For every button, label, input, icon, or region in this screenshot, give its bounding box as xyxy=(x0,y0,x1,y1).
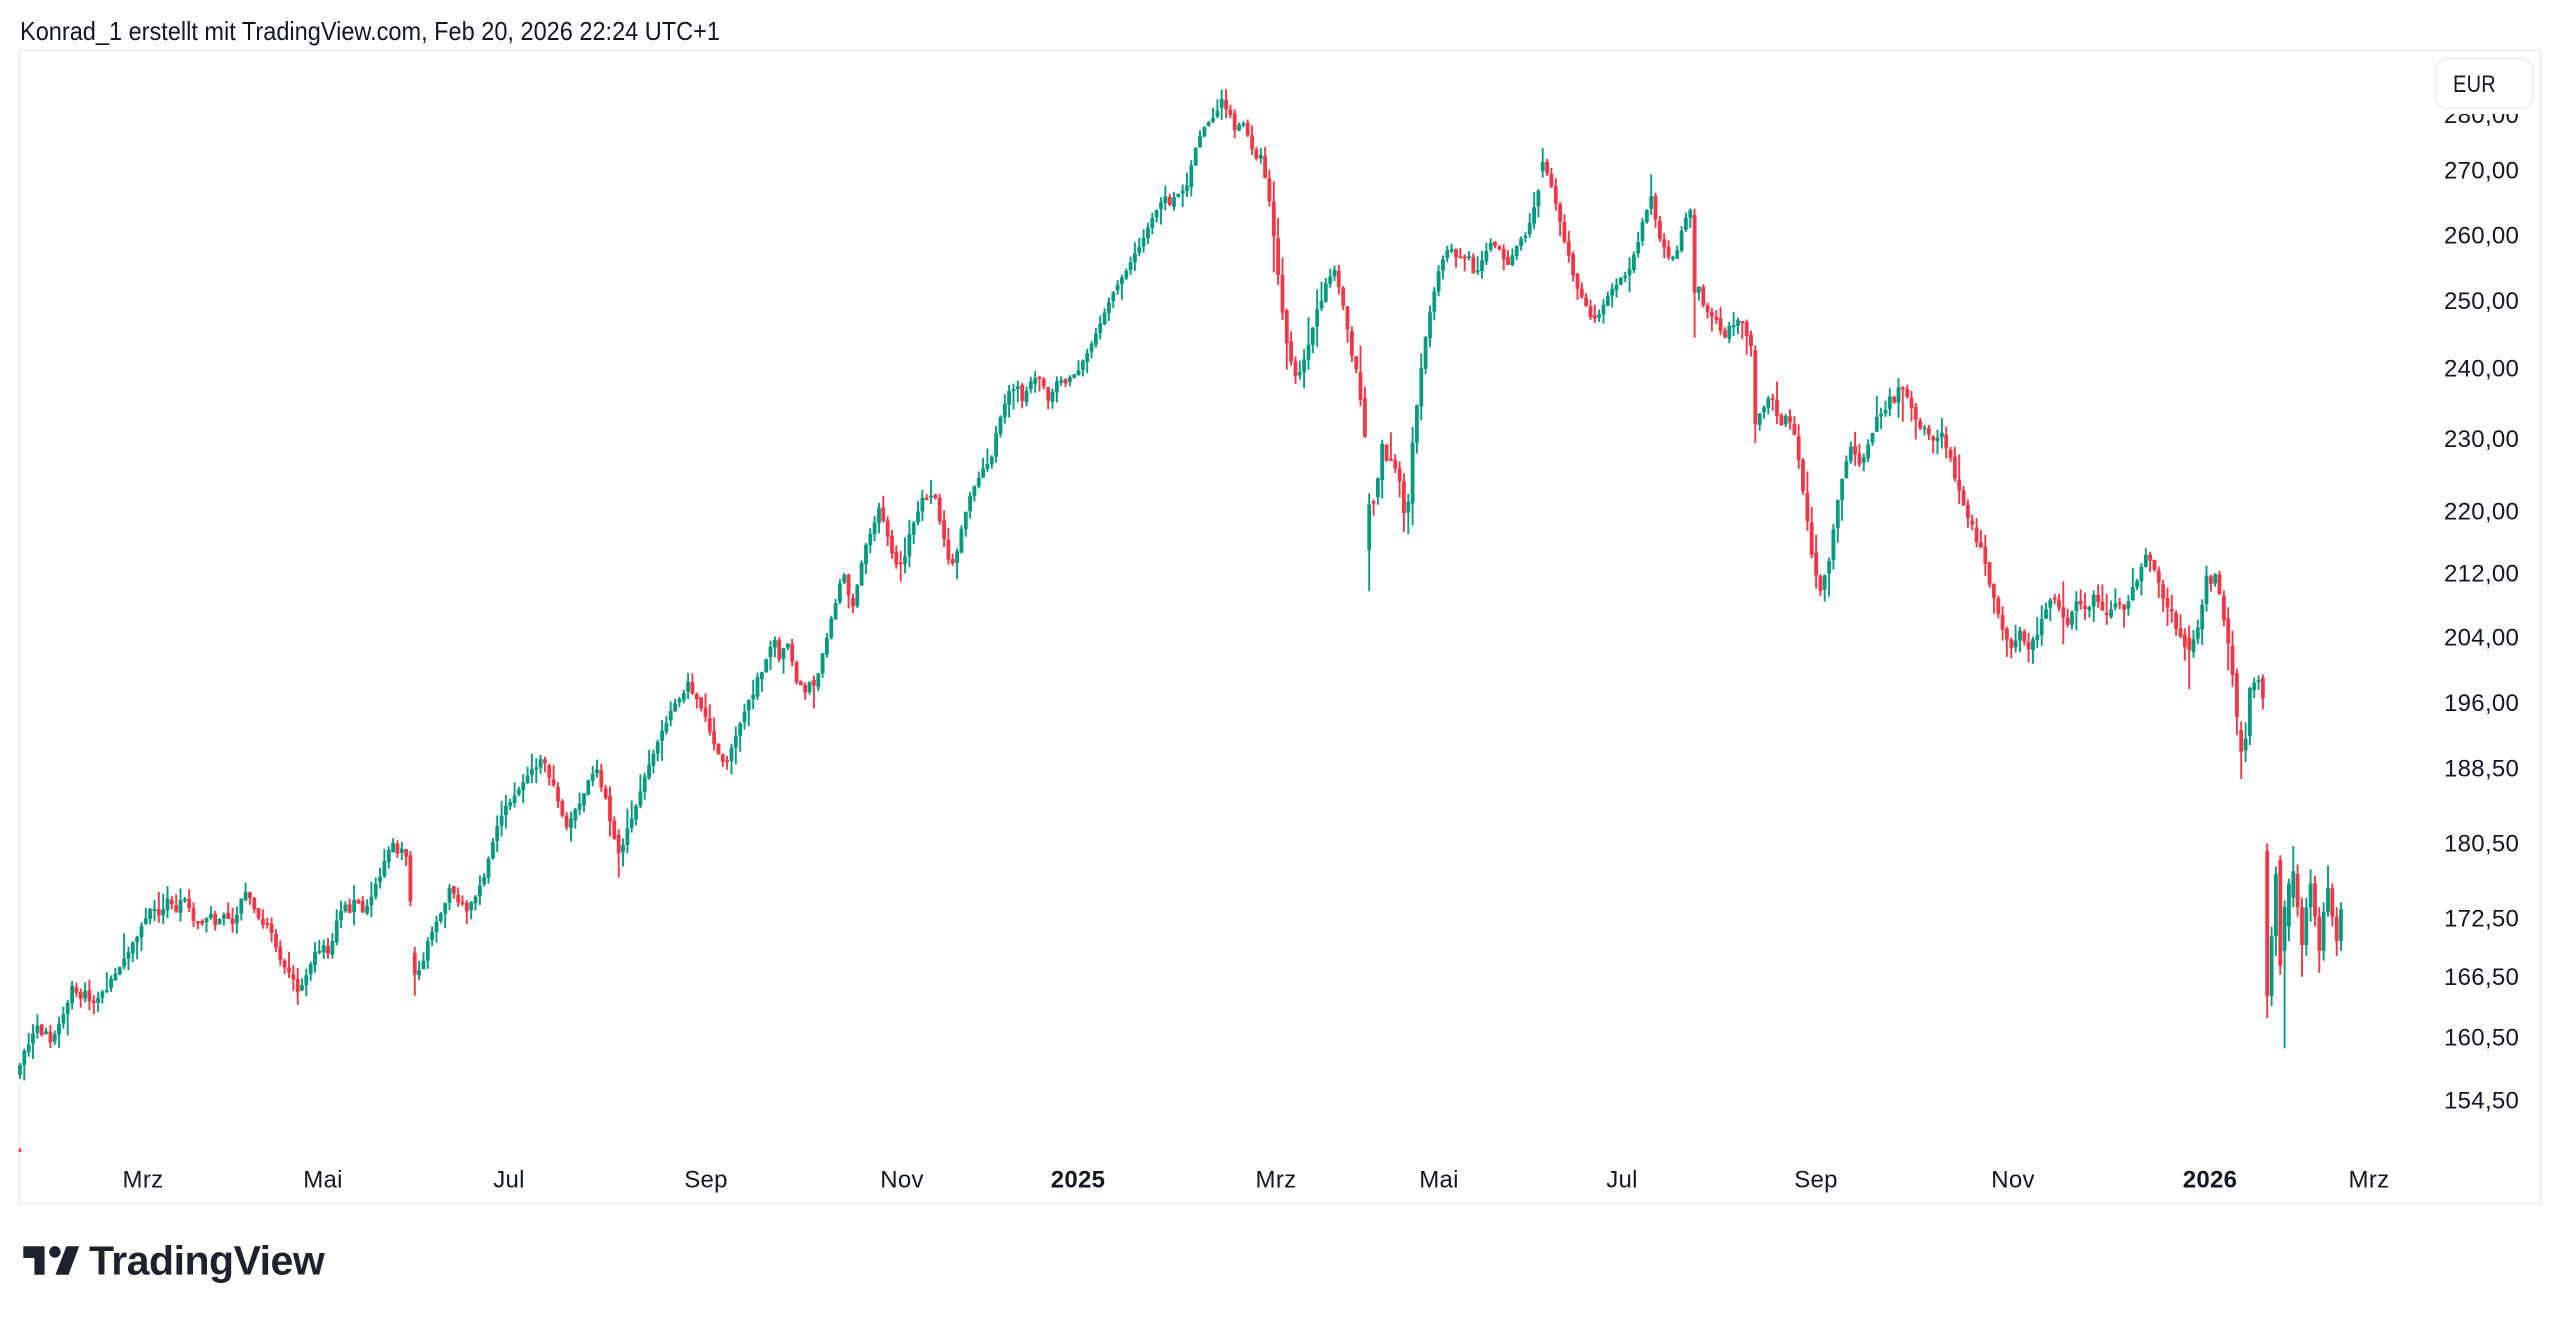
svg-text:Jul: Jul xyxy=(1606,1167,1638,1194)
svg-text:TradingView: TradingView xyxy=(89,1238,325,1284)
svg-text:220,00: 220,00 xyxy=(2444,499,2519,526)
svg-text:Konrad_1 erstellt mit TradingV: Konrad_1 erstellt mit TradingView.com, F… xyxy=(20,16,720,46)
svg-text:Nov: Nov xyxy=(880,1167,924,1194)
svg-text:160,50: 160,50 xyxy=(2444,1025,2519,1052)
svg-text:Mrz: Mrz xyxy=(123,1167,164,1194)
svg-text:Mai: Mai xyxy=(1419,1167,1459,1194)
svg-text:Mai: Mai xyxy=(303,1167,343,1194)
svg-text:Jul: Jul xyxy=(493,1167,525,1194)
svg-text:EUR: EUR xyxy=(2453,71,2496,98)
svg-text:166,50: 166,50 xyxy=(2444,964,2519,991)
svg-text:Mrz: Mrz xyxy=(1256,1167,1297,1194)
svg-text:180,50: 180,50 xyxy=(2444,831,2519,858)
svg-text:154,50: 154,50 xyxy=(2444,1088,2519,1115)
svg-text:230,00: 230,00 xyxy=(2444,426,2519,453)
svg-text:Sep: Sep xyxy=(684,1167,728,1194)
svg-text:172,50: 172,50 xyxy=(2444,906,2519,933)
svg-text:212,00: 212,00 xyxy=(2444,561,2519,588)
svg-text:Sep: Sep xyxy=(1794,1167,1838,1194)
svg-text:Mrz: Mrz xyxy=(2349,1167,2390,1194)
svg-text:2026: 2026 xyxy=(2183,1167,2238,1194)
svg-text:204,00: 204,00 xyxy=(2444,625,2519,652)
svg-text:2025: 2025 xyxy=(1051,1167,1106,1194)
svg-text:270,00: 270,00 xyxy=(2444,157,2519,184)
svg-text:Nov: Nov xyxy=(1991,1167,2035,1194)
svg-text:250,00: 250,00 xyxy=(2444,288,2519,315)
svg-text:188,50: 188,50 xyxy=(2444,756,2519,783)
svg-text:260,00: 260,00 xyxy=(2444,223,2519,250)
svg-text:196,00: 196,00 xyxy=(2444,690,2519,717)
svg-text:240,00: 240,00 xyxy=(2444,356,2519,383)
